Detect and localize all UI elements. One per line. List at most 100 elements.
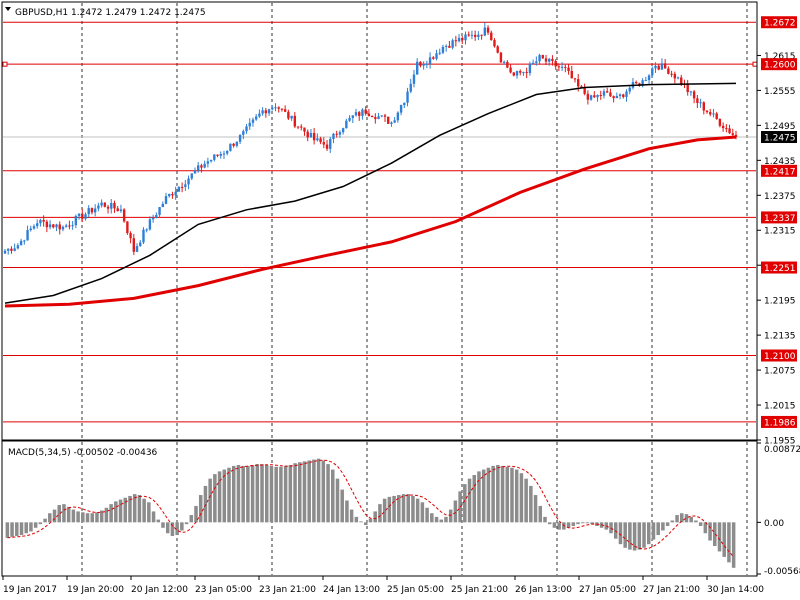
current-price-label: 1.2475 (764, 134, 796, 144)
candle (605, 87, 609, 93)
candle (113, 200, 116, 213)
candle (187, 175, 190, 190)
candle (399, 104, 403, 116)
candle (93, 204, 97, 217)
candle (19, 238, 23, 246)
price-tick-label: 1.2135 (764, 332, 796, 342)
candle (213, 154, 216, 162)
candle (106, 204, 110, 214)
candle (164, 192, 168, 205)
candle (702, 101, 705, 115)
candle (634, 80, 638, 84)
level-anchor[interactable] (752, 61, 758, 67)
candle (480, 34, 483, 40)
candle (461, 36, 464, 44)
candle (274, 103, 277, 112)
level-tag (761, 164, 797, 177)
level-tag (761, 58, 797, 71)
candle (367, 109, 371, 117)
candle (570, 65, 573, 79)
candle (515, 70, 519, 79)
candle (432, 56, 435, 60)
candle (573, 77, 577, 83)
candle (618, 93, 622, 100)
candle (171, 191, 174, 199)
candle (68, 220, 71, 230)
time-tick-label: 26 Jan 13:00 (515, 585, 572, 595)
candle (190, 173, 193, 181)
candle (602, 88, 606, 99)
candle (200, 163, 203, 173)
candle (692, 89, 696, 104)
candle (116, 206, 119, 212)
level-anchor[interactable] (2, 61, 8, 67)
candle (651, 66, 654, 78)
candle (64, 223, 68, 228)
candle (225, 150, 229, 156)
candle (535, 56, 538, 66)
candle (48, 220, 52, 230)
candle (509, 63, 512, 74)
candle (3, 248, 7, 254)
candle (261, 107, 264, 116)
candle (676, 76, 680, 80)
price-tick-label: 1.2435 (764, 157, 796, 167)
symbol-dropdown-icon[interactable] (5, 7, 11, 11)
candle (7, 248, 10, 255)
candle (441, 44, 445, 55)
current-price-tag (761, 131, 797, 144)
candle (122, 208, 126, 223)
candle (477, 31, 480, 41)
candle (148, 216, 152, 231)
macd-tick-label: 0.00 (764, 519, 784, 529)
candle (541, 54, 544, 60)
candles (3, 22, 738, 256)
candle (438, 48, 441, 56)
candle (470, 30, 474, 40)
candle (238, 134, 242, 144)
ma-slow-line (4, 135, 737, 308)
candle (245, 123, 248, 134)
candle (197, 162, 200, 173)
candle (396, 111, 400, 123)
candle (641, 78, 644, 88)
candle (258, 109, 261, 118)
candle (290, 115, 293, 121)
candle (673, 71, 677, 84)
candle (45, 219, 49, 233)
candle (415, 58, 419, 75)
time-tick-label: 19 Jan 20:00 (67, 585, 124, 595)
time-tick-label: 24 Jan 13:00 (323, 585, 380, 595)
candle (209, 159, 213, 163)
main-title: GBPUSD,H1 1.2472 1.2479 1.2472 1.2475 (15, 8, 206, 18)
candle (341, 127, 345, 135)
candle (119, 204, 123, 213)
main-panel-frame (1, 1, 758, 441)
candle (74, 214, 78, 229)
candle (42, 215, 45, 227)
candle (528, 61, 532, 76)
candle (174, 186, 177, 200)
candle (29, 225, 32, 232)
candle (322, 137, 326, 149)
price-tick-label: 1.2075 (764, 367, 796, 377)
candle (531, 59, 535, 65)
horizontal-levels (2, 21, 758, 423)
candle (425, 60, 429, 69)
candle (58, 221, 61, 235)
candle (303, 127, 306, 136)
candle (87, 205, 90, 218)
candle (55, 223, 58, 232)
candle (448, 40, 451, 48)
candle (554, 59, 557, 70)
level-label: 1.1986 (764, 418, 796, 428)
level-label: 1.2251 (764, 264, 796, 274)
candle (110, 199, 113, 214)
macd-tick-label: -0.00568 (764, 567, 800, 577)
time-tick-label: 23 Jan 05:00 (195, 585, 252, 595)
candle (660, 58, 664, 70)
candle (699, 98, 702, 108)
candle (548, 57, 551, 66)
level-labels: 1.2672 1.2600 1.2417 1.2337 1.2251 1.2100 1.19… (761, 16, 797, 428)
